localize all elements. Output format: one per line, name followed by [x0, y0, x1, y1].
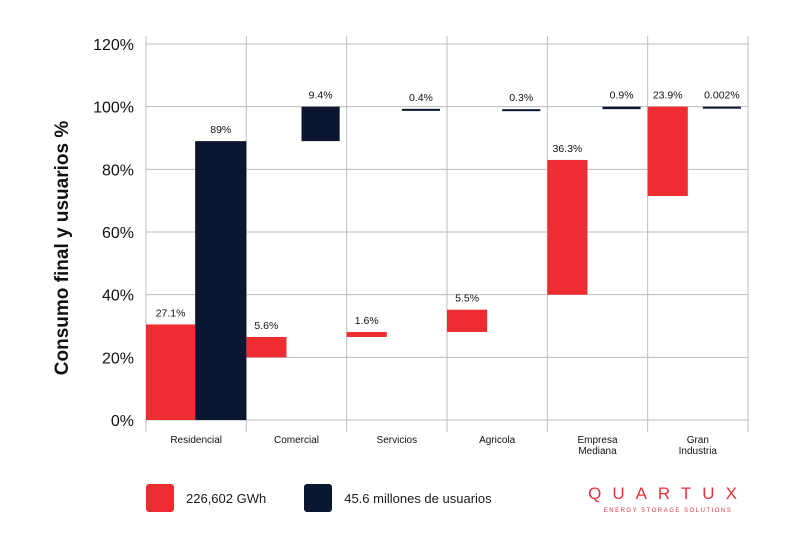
y-tick-label: 80% — [102, 162, 134, 179]
bar-consumo — [647, 106, 688, 196]
x-category-label: Empresa Mediana — [577, 435, 617, 457]
bar-value-label: 27.1% — [156, 307, 186, 319]
bar-consumo — [246, 336, 287, 358]
legend: 226,602 GWh 45.6 millones de usuarios — [146, 484, 530, 512]
y-axis-label: Consumo final y usuarios % — [52, 121, 73, 376]
bar-labels-group: 27.1% 5.6% 1.6% 5.5% 36.3% 23.9% 89% 9.4% 0.4% 0.… — [156, 90, 740, 332]
y-tick-label: 0% — [111, 413, 134, 430]
bar-consumo — [447, 309, 488, 332]
bar-value-label: 89% — [210, 124, 231, 136]
bar-consumo — [547, 159, 588, 295]
grid-lines — [145, 36, 749, 432]
y-tick-labels: 0% 20% 40% 60% 80% 100% 120% — [93, 37, 134, 430]
x-category-label: Gran Industria — [679, 435, 718, 457]
brand-logo: QUARTUX ENERGY STORAGE SOLUTIONS — [582, 484, 754, 514]
x-category-labels: Residencial Comercial Servicios Agricola Emp… — [170, 435, 717, 457]
x-category-label: Residencial — [170, 435, 222, 446]
bar-value-label: 23.9% — [653, 90, 683, 102]
bar-consumo — [146, 324, 196, 420]
bar-value-label: 0.4% — [409, 92, 433, 104]
legend-swatch-red — [146, 484, 174, 512]
y-tick-label: 40% — [102, 288, 134, 305]
brand-name: QUARTUX — [588, 484, 748, 503]
y-tick-label: 120% — [93, 37, 134, 54]
bar-usuarios — [401, 108, 440, 111]
bar-usuarios — [702, 106, 741, 109]
bars-group — [146, 106, 741, 420]
legend-label-usuarios: 45.6 millones de usuarios — [344, 490, 492, 506]
bar-value-label: 5.5% — [455, 293, 479, 305]
legend-swatch-navy — [304, 484, 333, 512]
bar-value-label: 0.3% — [509, 92, 533, 104]
y-tick-label: 20% — [102, 350, 134, 367]
brand-tagline: ENERGY STORAGE SOLUTIONS — [603, 508, 733, 514]
bar-value-label: 9.4% — [309, 90, 333, 102]
legend-label-gwh: 226,602 GWh — [186, 490, 267, 506]
bar-usuarios — [301, 106, 340, 142]
bar-usuarios — [602, 106, 641, 110]
y-tick-label: 60% — [102, 225, 134, 242]
bar-usuarios — [195, 141, 247, 420]
bar-value-label: 1.6% — [355, 315, 379, 327]
x-category-label: Servicios — [377, 435, 418, 446]
bar-value-label: 0.002% — [704, 90, 740, 102]
x-category-label: Agricola — [479, 435, 516, 446]
bar-value-label: 0.9% — [610, 90, 634, 102]
bar-usuarios — [502, 109, 541, 112]
bar-value-label: 36.3% — [553, 143, 583, 155]
bar-consumo — [346, 331, 387, 337]
y-tick-label: 100% — [93, 100, 134, 117]
x-category-label: Comercial — [274, 435, 319, 446]
legend-item-gwh: 226,602 GWh — [146, 484, 266, 512]
legend-item-usuarios: 45.6 millones de usuarios — [304, 484, 492, 512]
bar-value-label: 5.6% — [254, 320, 278, 332]
